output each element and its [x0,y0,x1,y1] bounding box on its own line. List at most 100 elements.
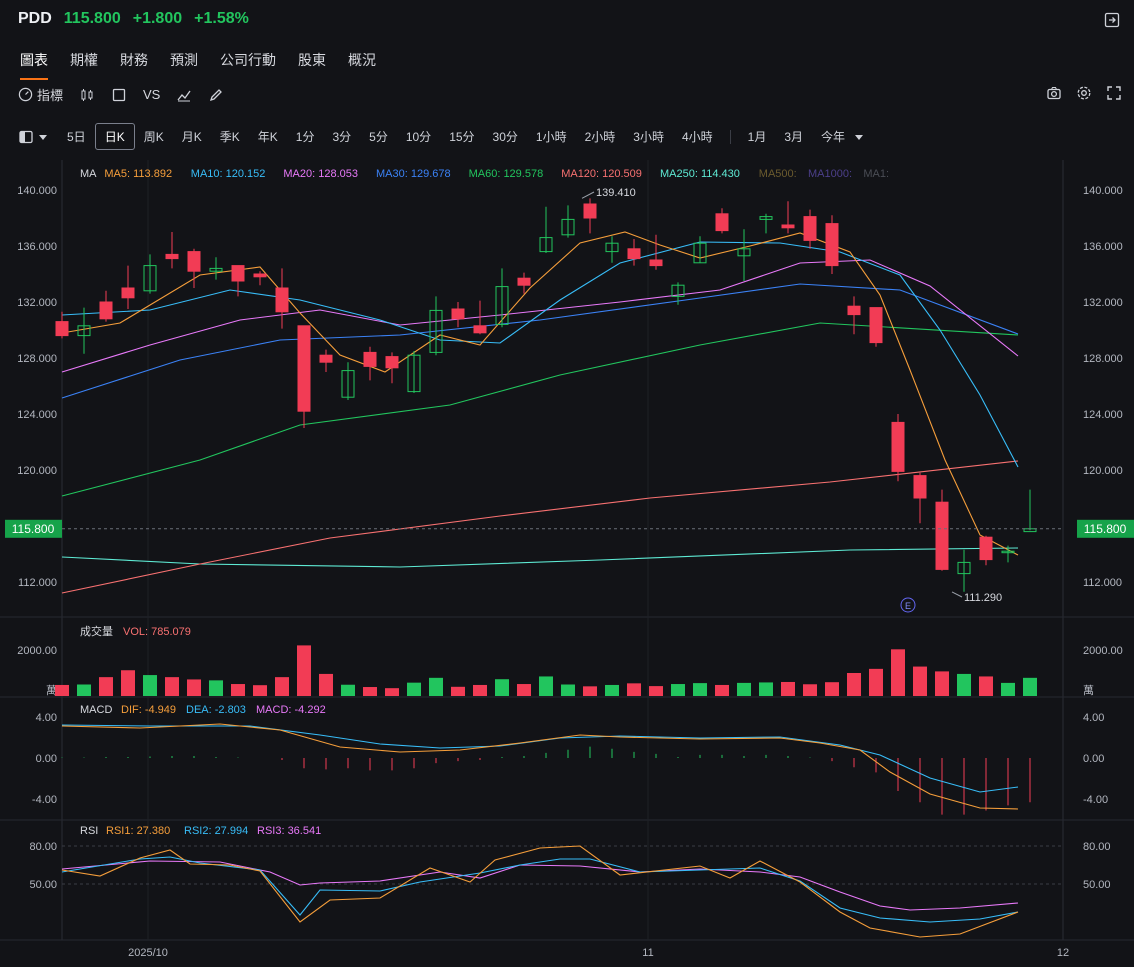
volume-bar [605,684,619,696]
volume-unit-right: 萬 [1083,684,1094,697]
tab-4[interactable]: 公司行動 [220,52,276,68]
settings-gear-icon[interactable] [1076,85,1092,101]
volume-bar [143,675,157,696]
period-4[interactable]: 季K [219,130,240,144]
candle-body [253,273,267,278]
candle-body [473,325,487,334]
tab-5[interactable]: 股東 [298,52,326,68]
price-axis-left-3: 128.000 [17,353,57,365]
period-9[interactable]: 10分 [405,130,432,144]
candle-body [55,321,69,337]
period-1[interactable]: 日K [94,123,135,150]
candle-body [847,305,861,316]
indicators-button[interactable]: 指標 [18,85,63,104]
period-15[interactable]: 4小時 [681,130,713,144]
rsi1-line [61,845,1019,938]
price-axis-right-4: 124.000 [1083,409,1123,421]
exit-fullscreen-icon[interactable] [1104,12,1120,28]
volume-bar [781,681,795,696]
rsi-title: RSI [80,825,98,837]
macd-dea-line [61,724,1019,793]
volume-bar [231,684,245,696]
candle-body [715,213,729,232]
chart-toolbar: 指標 VS [18,85,224,104]
candle-body [825,223,839,267]
ma30-line [61,283,1019,399]
period-selector: 5日 日K 周K 月K 季K 年K 1分 3分 5分 10分 15分 30分 1小時 2小時 3小時 4小時 1… [18,123,864,150]
volume-axis-right: 2000.00 [1083,645,1123,657]
candle-body [737,248,751,257]
ma120-line [61,460,1019,594]
volume-bar [979,676,993,696]
rsi-axis-left-0: 80.00 [29,841,57,853]
ticker-price: 115.800 [63,10,121,27]
macd-axis-right-0: 4.00 [1083,712,1104,724]
candle-body [935,501,949,570]
period-16[interactable]: 1月 [747,130,767,144]
pencil-draw-icon[interactable] [208,87,224,103]
price-axis-right-2: 132.000 [1083,297,1123,309]
candle-body [165,253,179,260]
period-14[interactable]: 3小時 [633,130,664,144]
period-10[interactable]: 15分 [449,130,475,144]
gauge-icon [18,87,33,102]
period-8[interactable]: 5分 [369,130,388,144]
candle-body [803,216,817,241]
compare-vs-button[interactable]: VS [143,87,161,102]
period-7[interactable]: 3分 [332,130,352,144]
volume-unit-left: 萬 [46,684,57,697]
period-2[interactable]: 周K [143,130,164,144]
volume-bar [253,685,267,696]
volume-bar [297,645,311,696]
period-11[interactable]: 30分 [492,130,518,144]
price-axis-right-6: 112.000 [1083,577,1122,589]
period-17[interactable]: 3月 [784,130,804,144]
candle-body [869,307,883,344]
period-dropdown-caret-icon[interactable] [854,132,864,142]
volume-bar [77,684,91,696]
candle-body [77,325,91,337]
camera-icon[interactable] [1046,85,1062,101]
volume-bar [1023,677,1037,696]
volume-bar [209,680,223,696]
ticker-symbol: PDD [18,10,52,27]
candle-body [99,301,113,320]
period-3[interactable]: 月K [181,130,202,144]
candle-body [275,287,289,313]
candle-body [759,216,773,220]
period-6[interactable]: 1分 [295,130,315,144]
price-axis-left-4: 124.000 [17,409,57,421]
candle-body [979,536,993,561]
ma20-line [61,259,1019,373]
ma-legend-0: MA [80,168,97,180]
trend-chart-icon[interactable] [176,87,192,103]
candlestick-type-icon[interactable] [79,87,95,103]
period-18[interactable]: 今年 [821,130,846,144]
tab-1[interactable]: 期權 [70,52,98,68]
volume-bar [473,684,487,696]
tab-3[interactable]: 預測 [170,52,198,68]
rsi-axis-right-1: 50.00 [1083,879,1111,891]
period-5[interactable]: 年K [257,130,278,144]
period-12[interactable]: 1小時 [535,130,567,144]
chart-right-tools [1046,85,1122,101]
tab-2[interactable]: 財務 [120,52,148,68]
layout-dropdown-caret-icon[interactable] [38,132,48,142]
period-13[interactable]: 2小時 [584,130,616,144]
fullscreen-expand-icon[interactable] [1106,85,1122,101]
layout-panel-icon[interactable] [18,129,34,145]
candle-body [121,287,135,299]
macd-axis-right-2: -4.00 [1083,794,1108,806]
volume-axis-left: 2000.00 [17,645,57,657]
tab-0[interactable]: 圖表 [20,50,48,80]
period-0[interactable]: 5日 [67,130,86,144]
section-tabs: 圖表 期權 財務 預測 公司行動 股東 概況 [20,50,376,80]
low-annotation: 111.290 [964,592,1002,604]
candle-body [385,356,399,369]
tab-6[interactable]: 概況 [348,52,376,68]
volume-bar [913,666,927,696]
candle-body [517,277,531,286]
square-icon[interactable] [111,87,127,103]
price-chart[interactable]: MA MA5: 113.892 MA10: 120.152 MA20: 128.053… [0,160,1134,967]
candle-body [407,354,421,393]
